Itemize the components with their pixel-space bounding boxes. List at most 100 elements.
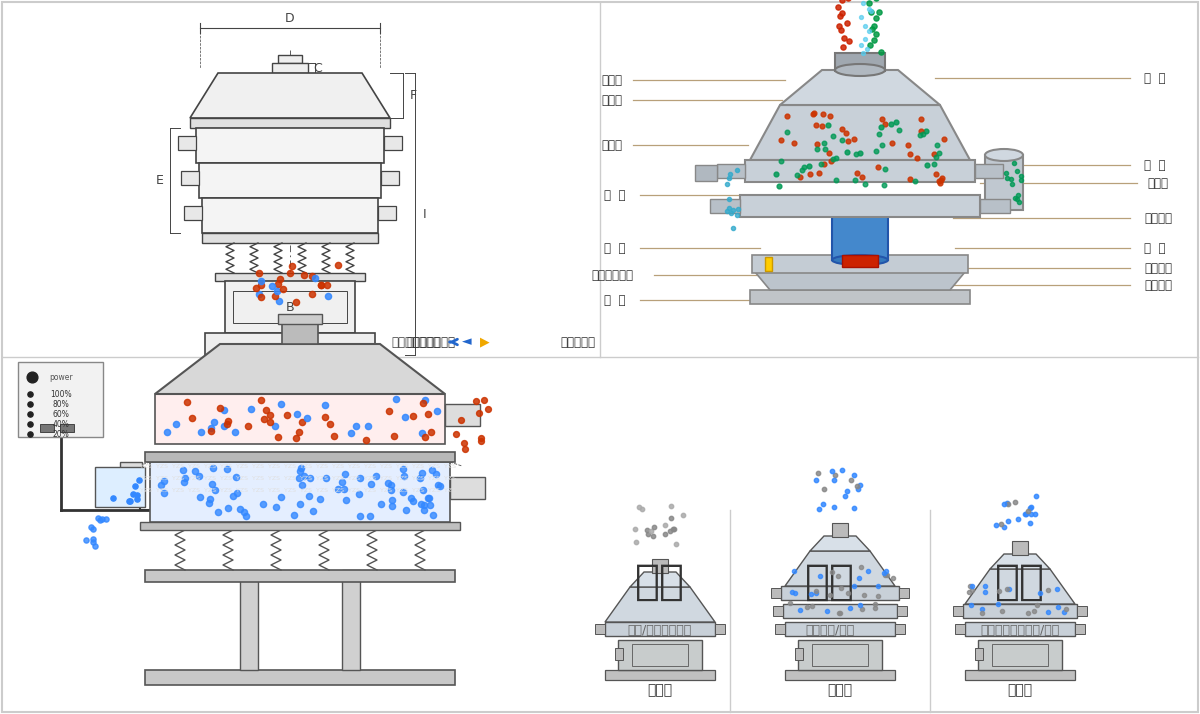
Point: [383, 494, 402, 506]
Point: [361, 478, 380, 490]
Bar: [785, 622, 895, 636]
Point: [124, 488, 143, 500]
Point: [350, 472, 370, 483]
Point: [274, 283, 293, 295]
Point: [336, 468, 355, 480]
Point: [875, 568, 894, 579]
Point: [96, 513, 115, 525]
Point: [366, 471, 385, 482]
Point: [876, 119, 895, 130]
Point: [420, 492, 439, 503]
Point: [823, 130, 842, 141]
Text: D: D: [286, 11, 295, 24]
Point: [911, 129, 930, 141]
Text: 去除异物/结块: 去除异物/结块: [805, 623, 854, 636]
Point: [451, 414, 470, 426]
Point: [1025, 605, 1044, 617]
Point: [863, 24, 882, 35]
Bar: [798, 640, 882, 670]
Point: [666, 538, 685, 550]
Point: [130, 474, 149, 486]
Point: [155, 487, 174, 498]
Point: [288, 408, 307, 420]
Point: [859, 4, 878, 15]
Point: [254, 413, 274, 425]
Point: [824, 474, 844, 486]
Point: [260, 409, 280, 421]
Point: [828, 570, 847, 582]
Point: [1021, 501, 1040, 513]
Point: [469, 407, 488, 418]
Bar: [145, 570, 455, 582]
Point: [218, 502, 238, 513]
Point: [641, 526, 660, 537]
Point: [20, 408, 40, 420]
Point: [204, 416, 223, 428]
Point: [724, 222, 743, 233]
Point: [799, 160, 818, 171]
Point: [808, 144, 827, 155]
Text: ▶: ▶: [480, 336, 490, 348]
Point: [877, 569, 896, 580]
Point: [798, 601, 817, 613]
Text: 三层式: 三层式: [828, 683, 852, 697]
Point: [809, 467, 828, 478]
Point: [664, 523, 683, 535]
Point: [815, 137, 834, 149]
Point: [1038, 584, 1057, 595]
Point: [806, 588, 826, 599]
Point: [838, 17, 857, 29]
Text: 过滤: 过滤: [805, 561, 854, 603]
Point: [665, 523, 684, 535]
Ellipse shape: [832, 255, 888, 265]
Point: [998, 498, 1018, 510]
Point: [342, 427, 361, 438]
Point: [446, 428, 466, 440]
Point: [655, 528, 674, 540]
Bar: [184, 206, 202, 220]
Point: [157, 426, 176, 438]
Point: [174, 476, 193, 488]
Point: [721, 207, 740, 218]
Point: [840, 35, 859, 46]
Point: [90, 514, 109, 526]
Point: [155, 476, 174, 487]
Point: [20, 418, 40, 430]
Text: YZS  YZS  YZS  YZS  YZS  YZS  YZS  YZS  YZS  YZS  YZS  YZS  YZS  YZS  YZS  YZS  : YZS YZS YZS YZS YZS YZS YZS YZS YZS YZS …: [140, 476, 460, 481]
Bar: [278, 55, 302, 63]
Point: [85, 540, 104, 552]
Bar: [120, 462, 142, 480]
Point: [199, 497, 218, 508]
Point: [866, 145, 886, 156]
Point: [727, 209, 746, 221]
Point: [851, 479, 870, 491]
Point: [997, 172, 1016, 183]
Point: [1004, 157, 1024, 169]
Polygon shape: [755, 272, 965, 290]
Point: [252, 291, 271, 303]
Text: 100%: 100%: [50, 390, 72, 398]
Text: E: E: [156, 174, 164, 187]
Point: [103, 492, 122, 503]
Point: [836, 127, 856, 139]
Ellipse shape: [985, 149, 1022, 161]
Text: 40%: 40%: [53, 420, 70, 428]
Point: [1019, 608, 1038, 619]
Point: [833, 124, 852, 135]
Point: [1006, 496, 1025, 508]
Point: [718, 206, 737, 217]
Point: [210, 402, 229, 413]
Point: [852, 603, 871, 615]
Bar: [382, 171, 398, 185]
Polygon shape: [750, 105, 970, 160]
Point: [869, 6, 888, 18]
Point: [305, 272, 324, 283]
Point: [431, 481, 450, 492]
Text: 外形尺寸示意图: 外形尺寸示意图: [406, 336, 455, 348]
Point: [127, 489, 146, 501]
Point: [292, 462, 311, 473]
Text: 80%: 80%: [53, 400, 70, 408]
Text: 加重块: 加重块: [1147, 176, 1169, 189]
Point: [864, 34, 883, 46]
Point: [269, 296, 289, 307]
